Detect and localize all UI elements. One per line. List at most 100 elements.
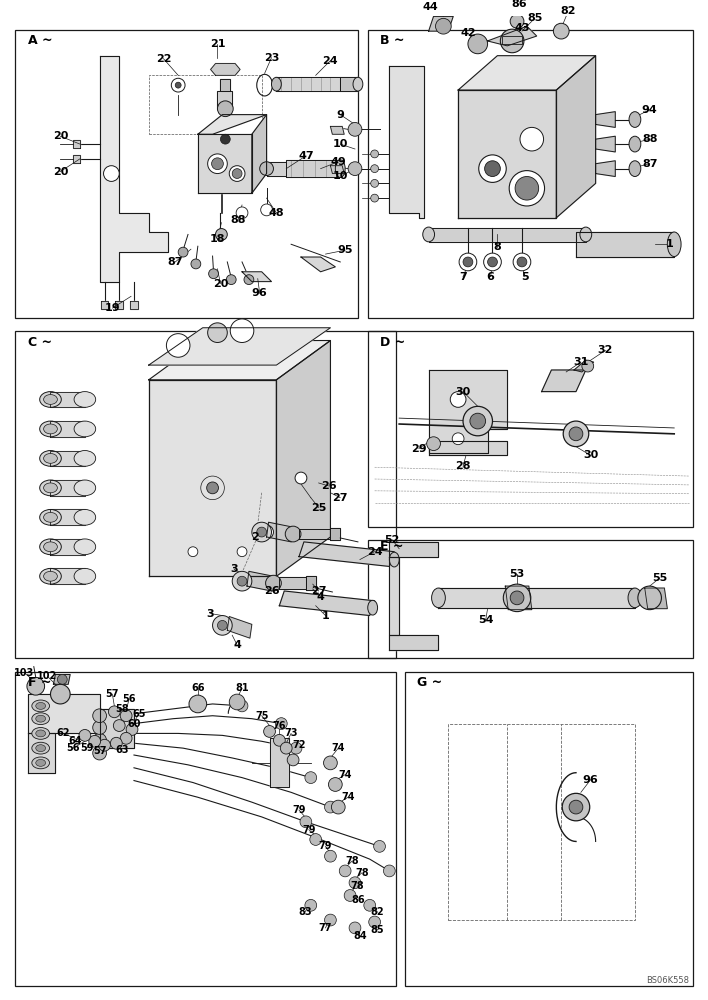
Text: 102: 102 [38, 671, 57, 681]
Bar [15, 331, 396, 658]
Polygon shape [299, 529, 331, 539]
Circle shape [285, 526, 301, 542]
Text: 54: 54 [478, 615, 493, 625]
Circle shape [260, 162, 273, 176]
Circle shape [227, 275, 236, 285]
Circle shape [364, 899, 376, 911]
Circle shape [110, 737, 122, 749]
Circle shape [120, 732, 132, 744]
Circle shape [503, 584, 531, 612]
Ellipse shape [74, 421, 96, 437]
Polygon shape [50, 421, 85, 437]
Circle shape [120, 710, 132, 722]
Circle shape [88, 735, 101, 747]
Circle shape [349, 922, 361, 934]
Text: 81: 81 [235, 683, 249, 693]
Ellipse shape [389, 552, 399, 567]
Polygon shape [306, 576, 316, 590]
Text: 20: 20 [52, 167, 68, 177]
Text: D ~: D ~ [379, 336, 405, 349]
Circle shape [470, 413, 486, 429]
Polygon shape [50, 509, 85, 525]
Text: 27: 27 [311, 586, 326, 596]
Circle shape [384, 865, 395, 877]
Circle shape [220, 134, 230, 144]
Text: BS06K558: BS06K558 [646, 976, 689, 985]
Text: 1: 1 [666, 239, 673, 249]
Text: 95: 95 [338, 245, 353, 255]
Circle shape [257, 527, 267, 537]
Text: 22: 22 [156, 54, 171, 64]
Polygon shape [341, 77, 358, 91]
Circle shape [50, 684, 70, 704]
Circle shape [215, 229, 227, 240]
Polygon shape [428, 370, 507, 453]
Text: 28: 28 [455, 461, 471, 471]
Text: 24: 24 [323, 56, 338, 66]
Circle shape [369, 916, 380, 928]
Bar [405, 672, 693, 986]
Text: 87: 87 [168, 257, 183, 267]
Circle shape [98, 739, 110, 751]
Polygon shape [210, 64, 240, 75]
Polygon shape [331, 528, 341, 540]
Circle shape [459, 253, 476, 271]
Circle shape [217, 101, 233, 117]
Circle shape [324, 850, 336, 862]
Circle shape [348, 122, 362, 136]
Ellipse shape [44, 424, 57, 434]
Polygon shape [220, 79, 230, 91]
Circle shape [468, 34, 488, 54]
Circle shape [501, 29, 524, 53]
Polygon shape [247, 571, 273, 591]
Circle shape [275, 718, 287, 729]
Circle shape [166, 334, 190, 357]
Circle shape [273, 734, 285, 746]
Circle shape [188, 547, 198, 557]
Circle shape [191, 259, 201, 269]
Circle shape [305, 772, 316, 784]
Text: 73: 73 [285, 728, 298, 738]
Text: 27: 27 [333, 493, 348, 503]
Ellipse shape [44, 542, 57, 552]
Circle shape [452, 433, 464, 445]
Polygon shape [276, 77, 341, 91]
Polygon shape [100, 709, 134, 748]
Text: 78: 78 [346, 856, 359, 866]
Text: 65: 65 [132, 709, 146, 719]
Ellipse shape [36, 759, 45, 766]
Ellipse shape [74, 539, 96, 555]
Text: 87: 87 [642, 159, 658, 169]
Circle shape [237, 547, 247, 557]
Bar [173, 429, 257, 547]
Polygon shape [428, 228, 586, 242]
Circle shape [310, 834, 321, 845]
Circle shape [324, 801, 336, 813]
Text: 48: 48 [268, 208, 284, 218]
Text: 44: 44 [423, 2, 438, 12]
Text: 56: 56 [122, 694, 136, 704]
Text: G ~: G ~ [417, 676, 442, 689]
Circle shape [93, 746, 106, 760]
Polygon shape [458, 90, 556, 218]
Ellipse shape [40, 451, 62, 466]
Circle shape [582, 360, 594, 372]
Polygon shape [28, 694, 100, 733]
Polygon shape [227, 617, 252, 638]
Circle shape [287, 754, 299, 766]
Circle shape [126, 724, 138, 735]
Text: 58: 58 [115, 704, 129, 714]
Polygon shape [438, 588, 635, 608]
Text: 79: 79 [319, 841, 332, 851]
Circle shape [450, 392, 466, 407]
Polygon shape [595, 136, 615, 152]
Text: E ~: E ~ [379, 540, 403, 553]
Text: 60: 60 [127, 719, 141, 729]
Polygon shape [595, 161, 615, 176]
Circle shape [207, 482, 219, 494]
Circle shape [290, 742, 302, 754]
Text: 72: 72 [292, 740, 306, 750]
Text: 53: 53 [510, 569, 525, 579]
Text: 64: 64 [68, 736, 82, 746]
Text: 21: 21 [210, 39, 225, 49]
